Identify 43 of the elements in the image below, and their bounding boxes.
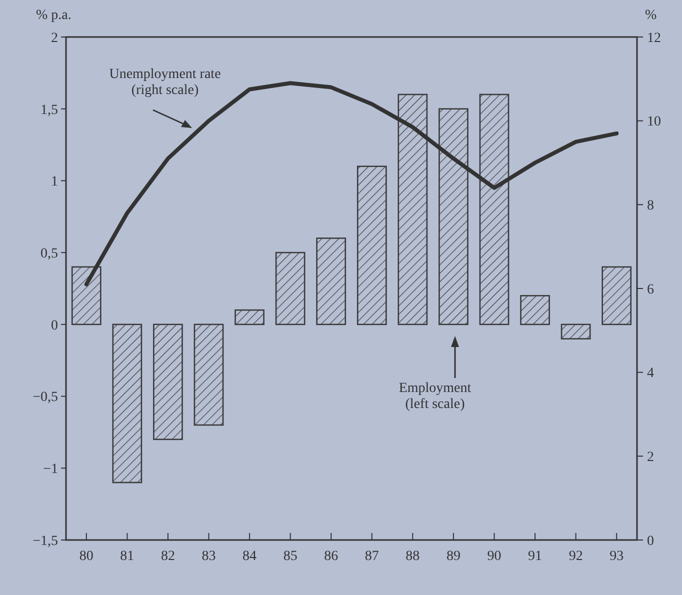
x-tick-label: 81 bbox=[120, 549, 134, 564]
x-tick-label: 83 bbox=[202, 549, 216, 564]
y2-tick-label: 8 bbox=[647, 198, 654, 214]
y2-tick-label: 10 bbox=[647, 114, 661, 130]
bar bbox=[560, 324, 591, 340]
x-tick-label: 86 bbox=[324, 549, 338, 564]
y2-tick-label: 2 bbox=[647, 450, 654, 466]
bar bbox=[194, 324, 224, 426]
bar bbox=[356, 166, 387, 326]
y-tick-label: −0,5 bbox=[32, 390, 58, 406]
x-tick-label: 93 bbox=[610, 549, 624, 564]
x-tick-label: 85 bbox=[283, 549, 298, 564]
x-tick-label: 80 bbox=[79, 549, 94, 564]
x-tick-label: 91 bbox=[528, 549, 542, 564]
bar bbox=[520, 295, 550, 326]
y-tick-label: −1 bbox=[43, 462, 58, 478]
y2-axis-title: % bbox=[645, 8, 657, 23]
y-tick-label: 0 bbox=[51, 318, 58, 334]
annotation: Employment (left scale) bbox=[398, 381, 472, 412]
y2-tick-label: 6 bbox=[647, 282, 654, 298]
y-tick-label: 1,5 bbox=[40, 102, 58, 118]
bar bbox=[153, 324, 183, 440]
x-tick-label: 84 bbox=[242, 549, 257, 564]
bar bbox=[112, 324, 142, 484]
x-tick-label: 90 bbox=[487, 549, 502, 564]
y-axis-title: % p.a. bbox=[36, 8, 72, 23]
bar bbox=[316, 238, 346, 326]
bar bbox=[275, 252, 306, 326]
y-tick-label: 0,5 bbox=[40, 246, 58, 262]
y2-tick-label: 0 bbox=[647, 534, 654, 549]
x-tick-label: 92 bbox=[568, 549, 583, 564]
x-tick-label: 88 bbox=[406, 549, 420, 564]
x-tick-label: 89 bbox=[446, 549, 460, 564]
x-tick-label: 82 bbox=[160, 549, 175, 564]
y-tick-label: 2 bbox=[51, 30, 58, 46]
annotation: Unemployment rate (right scale) bbox=[109, 67, 221, 98]
x-tick-label: 87 bbox=[364, 549, 379, 564]
y-tick-label: 1 bbox=[51, 174, 58, 190]
bar bbox=[234, 309, 264, 326]
y-tick-label: −1,5 bbox=[32, 534, 58, 549]
bar bbox=[602, 266, 632, 326]
y2-tick-label: 4 bbox=[647, 366, 654, 382]
y2-tick-label: 12 bbox=[647, 30, 661, 46]
